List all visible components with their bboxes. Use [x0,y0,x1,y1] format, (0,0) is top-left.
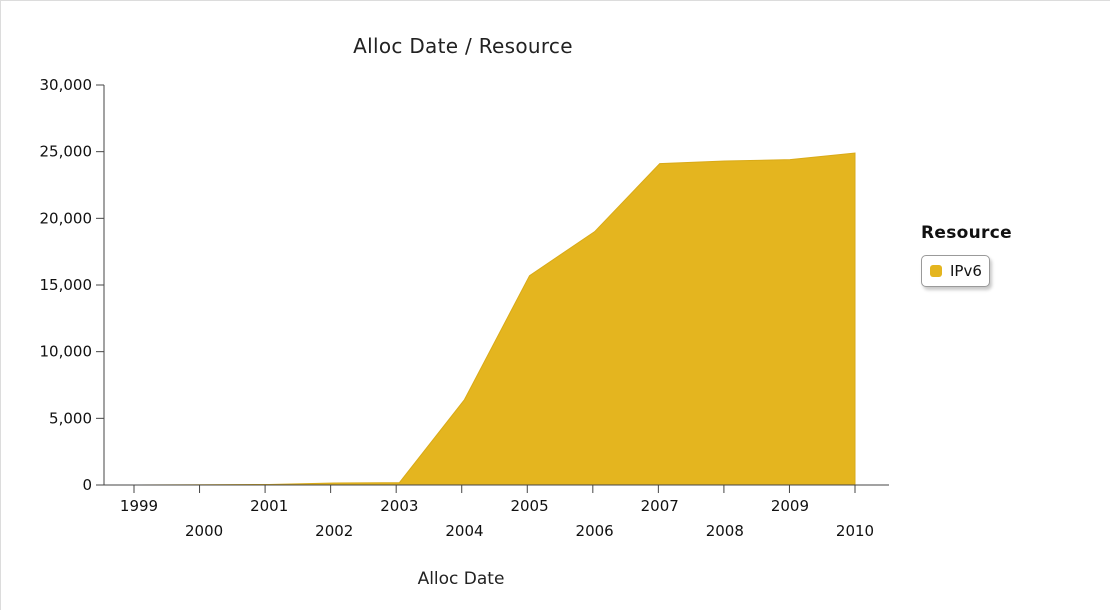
x-tick-label: 2000 [185,522,223,540]
legend-swatch [930,265,942,277]
area-series-ipv6 [139,153,855,485]
x-tick-label: 2002 [315,522,353,540]
x-tick-label: 2009 [771,497,809,515]
chart-title: Alloc Date / Resource [353,34,573,58]
x-tick-label: 2001 [250,497,288,515]
y-tick-label: 30,000 [40,76,93,94]
x-tick-label: 2008 [706,522,744,540]
x-tick-label: 2010 [836,522,874,540]
legend: Resource IPv6 [921,223,1012,287]
y-tick-label: 5,000 [49,409,92,427]
x-axis-title: Alloc Date [418,569,505,589]
x-tick-label: 2003 [380,497,418,515]
y-tick-label: 25,000 [40,143,93,161]
legend-item-ipv6[interactable]: IPv6 [921,255,990,287]
y-tick-label: 10,000 [40,343,93,361]
x-tick-label: 2005 [510,497,548,515]
y-tick-label: 15,000 [40,276,93,294]
x-tick-label: 2004 [445,522,483,540]
legend-label: IPv6 [950,262,982,280]
x-tick-label: 1999 [120,497,158,515]
x-tick-label: 2006 [576,522,614,540]
plot-area: 0 5,000 10,000 15,000 20,000 25,000 30,000 1999… [40,76,890,540]
x-tick-label: 2007 [641,497,679,515]
legend-title: Resource [921,223,1012,243]
y-tick-label: 0 [82,476,92,494]
y-tick-label: 20,000 [40,209,93,227]
